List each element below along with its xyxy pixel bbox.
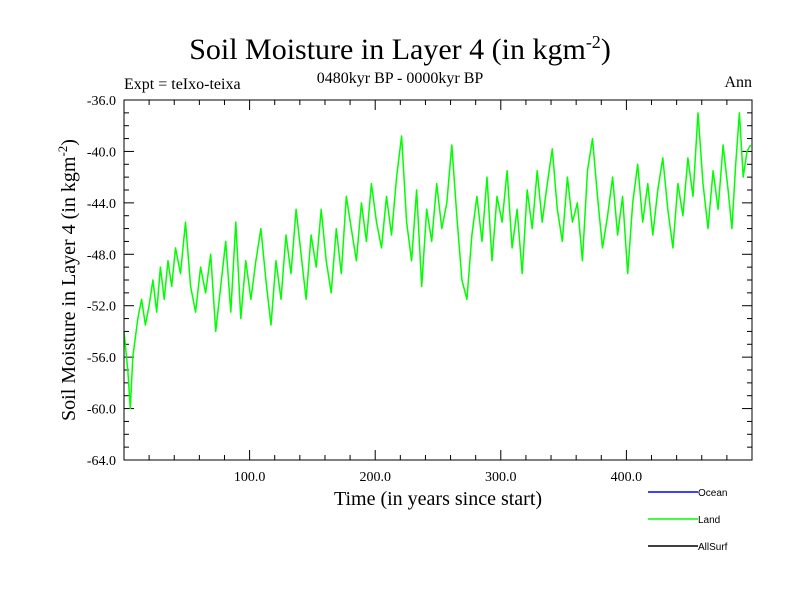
y-tick-label: -36.0 (87, 94, 116, 109)
season-label: Ann (724, 74, 752, 91)
y-tick-label: -40.0 (87, 145, 116, 160)
legend-label-allsurf: AllSurf (698, 542, 728, 553)
x-tick-label: 200.0 (359, 470, 391, 485)
axis-ticks (123, 99, 753, 461)
chart-title: Soil Moisture in Layer 4 (in kgm-2) (189, 32, 611, 66)
x-tick-label: 100.0 (234, 470, 266, 485)
y-axis-label: Soil Moisture in Layer 4 (in kgm-2) (55, 139, 80, 421)
y-tick-label: -52.0 (87, 300, 116, 315)
y-tick-label: -48.0 (87, 248, 116, 263)
legend-label-land: Land (698, 515, 720, 526)
x-axis-label: Time (in years since start) (333, 488, 543, 510)
legend: Ocean Land AllSurf (648, 488, 728, 553)
legend-label-ocean: Ocean (698, 488, 727, 499)
x-tick-label: 400.0 (611, 470, 643, 485)
y-tick-label: -56.0 (87, 351, 116, 366)
y-tick-label: -64.0 (87, 454, 116, 469)
y-tick-label: -60.0 (87, 403, 116, 418)
chart-subtitle: 0480kyr BP - 0000kyr BP (316, 70, 484, 87)
tick-labels: 100.0 200.0 300.0 400.0 -64.0 -60.0 -56.0 -52.0… (87, 94, 642, 485)
y-tick-label: -44.0 (87, 197, 116, 212)
x-tick-label: 300.0 (485, 470, 517, 485)
plot-frame (123, 99, 753, 461)
experiment-label: Expt = teIxo-teixa (124, 76, 241, 93)
series-line-land (123, 112, 752, 410)
